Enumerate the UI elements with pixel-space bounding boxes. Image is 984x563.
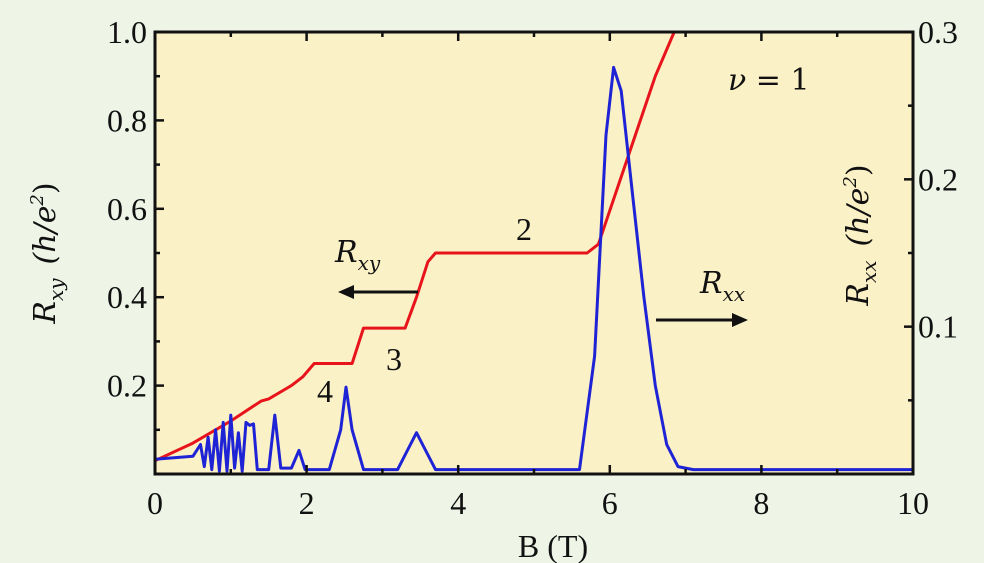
rxy-series-label: Rxy <box>334 235 381 275</box>
x-tick-label: 4 <box>450 485 466 521</box>
rxy-symbol: R <box>334 235 358 270</box>
left-y-tick-label: 0.6 <box>107 191 147 227</box>
right-axis-close: ) <box>841 164 876 176</box>
right-arrow-icon <box>656 313 748 327</box>
x-tick-label: 6 <box>602 485 618 521</box>
plateau-label-3: 3 <box>386 341 402 377</box>
left-axis-title: Rxy (h/e2) <box>27 182 68 324</box>
right-y-tick-label: 0.2 <box>918 161 958 197</box>
plateau-label-4: 4 <box>317 373 333 409</box>
right-axis-units: (h/e <box>841 188 876 247</box>
series-rxy-line <box>153 30 915 463</box>
x-tick-label: 2 <box>299 485 315 521</box>
plateau-label-2: 2 <box>516 211 532 247</box>
left-y-tick-label: 0.8 <box>107 102 147 138</box>
nu-rest: = 1 <box>746 63 809 98</box>
right-axis-sub: xx <box>857 260 881 283</box>
rxx-symbol: R <box>699 266 723 301</box>
rxx-series-label: Rxx <box>699 266 745 306</box>
left-y-tick-label: 0.4 <box>107 279 147 315</box>
ticks-layer: 0 2 4 6 8 10 0.2 0.4 0.6 0.8 1.0 0.1 0.2 0.3 <box>107 14 958 521</box>
series-rxx-line <box>153 65 915 473</box>
right-axis-title: Rxx (h/e2) <box>840 164 881 306</box>
right-axis-sup: 2 <box>840 176 861 188</box>
right-y-tick-label: 0.1 <box>918 309 958 345</box>
left-y-tick-label: 0.2 <box>107 368 147 404</box>
right-axis-symbol: R <box>841 283 876 307</box>
series-layer <box>153 30 915 473</box>
x-axis-title: B (T) <box>518 528 588 563</box>
left-axis-symbol: R <box>28 301 63 325</box>
x-tick-label: 10 <box>897 485 929 521</box>
left-axis-sup: 2 <box>27 194 48 206</box>
left-arrow-icon <box>338 285 418 299</box>
x-tick-label: 0 <box>147 485 163 521</box>
nu-label: ν = 1 <box>728 63 810 98</box>
rxy-sub: xy <box>358 251 381 275</box>
left-y-tick-label: 1.0 <box>107 14 147 50</box>
x-tick-label: 8 <box>753 485 769 521</box>
right-y-tick-label: 0.3 <box>918 14 958 50</box>
left-axis-units: (h/e <box>28 206 63 265</box>
left-axis-sub: xy <box>44 278 68 301</box>
left-axis-close: ) <box>28 182 63 194</box>
nu-symbol: ν <box>728 63 746 98</box>
rxx-sub: xx <box>723 282 746 306</box>
